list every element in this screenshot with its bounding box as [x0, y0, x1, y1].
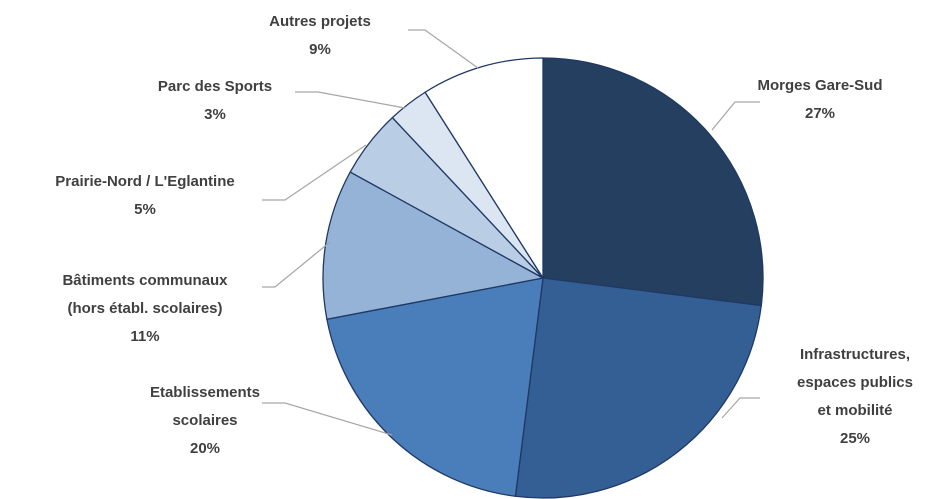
label-line: scolaires — [172, 412, 237, 429]
data-label-name: Etablissements scolaires — [150, 384, 260, 429]
data-label-name: Infrastructures, espaces publics et mobili… — [797, 346, 913, 419]
pie-slice — [424, 57, 544, 281]
label-line: Etablissements — [150, 384, 260, 401]
pie-slice — [322, 171, 545, 320]
data-label-name: Prairie-Nord / L'Eglantine — [55, 173, 234, 190]
label-line: Infrastructures, — [800, 346, 910, 363]
data-label-value: 25% — [840, 430, 870, 447]
leader-line — [262, 402, 393, 436]
leader-line — [721, 397, 760, 419]
pie-slice — [514, 277, 762, 499]
data-label-value: 11% — [130, 328, 159, 345]
label-line: espaces publics — [797, 374, 913, 391]
label-line: Morges Gare-Sud — [757, 77, 882, 94]
data-label-name: Parc des Sports — [158, 78, 272, 95]
leader-line — [262, 144, 367, 201]
data-label-value: 5% — [134, 201, 156, 218]
label-line: Prairie-Nord / L'Eglantine — [55, 173, 234, 190]
leader-line — [295, 91, 406, 109]
data-label-value: 9% — [309, 41, 331, 58]
leader-line — [408, 29, 479, 69]
data-label-value: 27% — [805, 105, 835, 122]
data-label-name: Bâtiments communaux (hors établ. scolaire… — [62, 272, 228, 317]
label-line: (hors établ. scolaires) — [67, 300, 222, 317]
data-label-name: Autres projets — [269, 13, 371, 30]
label-line: Bâtiments communaux — [62, 272, 228, 289]
pie-slice — [542, 57, 764, 307]
label-line: et mobilité — [817, 402, 892, 419]
label-line: Autres projets — [269, 13, 371, 30]
leader-line — [711, 101, 760, 131]
data-label-name: Morges Gare-Sud — [757, 77, 882, 94]
data-label-value: 20% — [190, 440, 220, 457]
data-label-value: 3% — [204, 106, 226, 123]
pie-slice — [326, 277, 544, 497]
leader-line — [262, 241, 331, 288]
label-line: Parc des Sports — [158, 78, 272, 95]
